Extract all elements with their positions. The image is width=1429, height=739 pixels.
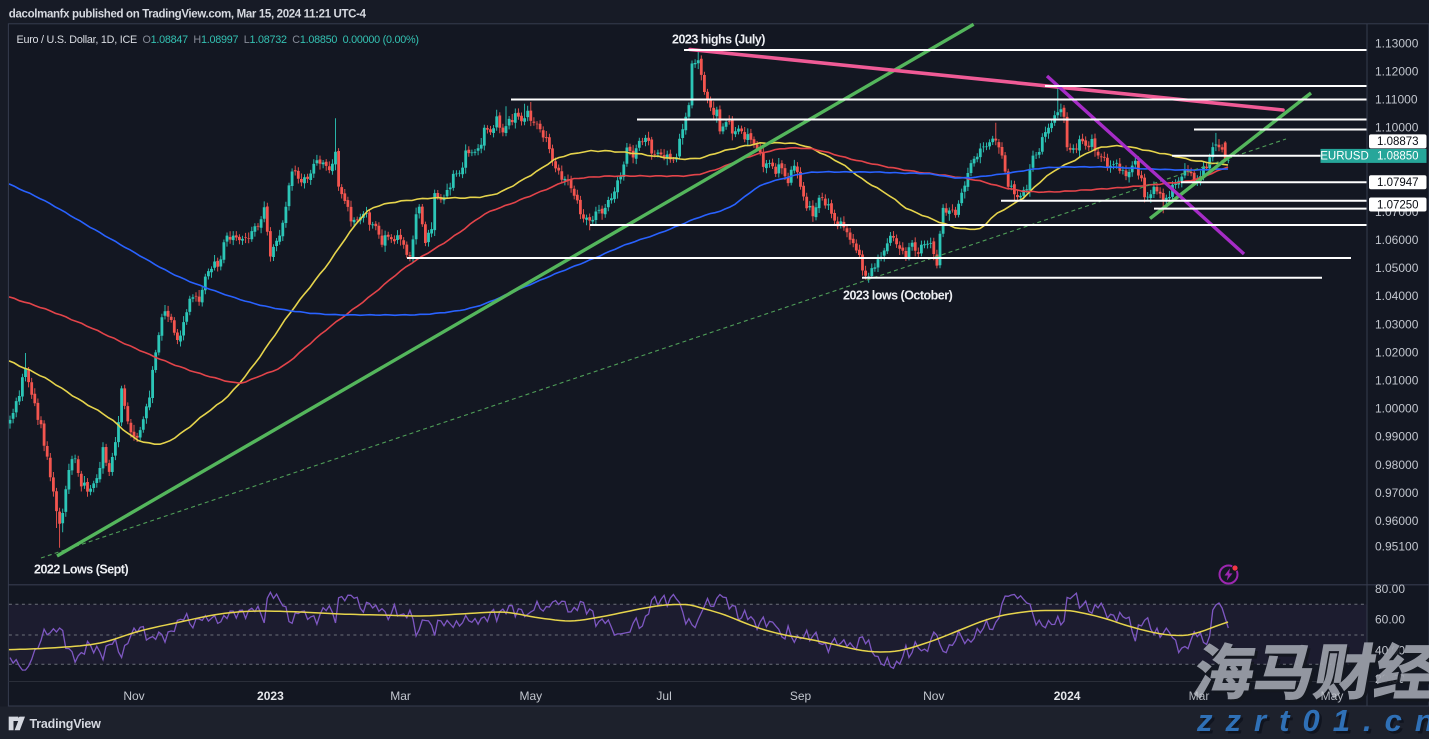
svg-text:0.98000: 0.98000 — [1375, 458, 1419, 472]
svg-text:z z r t 0 1 . c n: z z r t 0 1 . c n — [1199, 706, 1429, 739]
svg-text:2023: 2023 — [257, 689, 284, 703]
svg-text:2024: 2024 — [1054, 689, 1081, 703]
svg-text:60.00: 60.00 — [1375, 613, 1405, 627]
svg-text:2023 highs (July): 2023 highs (July) — [672, 33, 765, 47]
svg-text:2023 lows (October): 2023 lows (October) — [843, 289, 953, 303]
svg-text:1.00000: 1.00000 — [1375, 402, 1419, 416]
svg-text:1.08850: 1.08850 — [1377, 151, 1419, 163]
svg-text:1.03000: 1.03000 — [1375, 317, 1419, 331]
svg-text:1.10000: 1.10000 — [1375, 121, 1419, 135]
svg-text:Euro / U.S. Dollar, 1D, ICE O: Euro / U.S. Dollar, 1D, ICE O1.08847 H1.… — [17, 34, 419, 46]
svg-text:May: May — [519, 689, 542, 703]
svg-text:May: May — [1321, 689, 1344, 703]
svg-text:Mar: Mar — [390, 689, 411, 703]
svg-text:1.11000: 1.11000 — [1375, 93, 1418, 107]
svg-text:1.02000: 1.02000 — [1375, 345, 1419, 359]
svg-text:0.97000: 0.97000 — [1375, 486, 1419, 500]
svg-text:1.12000: 1.12000 — [1375, 64, 1419, 78]
svg-text:1.08873: 1.08873 — [1377, 136, 1419, 148]
svg-text:dacolmanfx published on Tradin: dacolmanfx published on TradingView.com,… — [9, 9, 367, 21]
svg-text:1.01000: 1.01000 — [1375, 374, 1419, 388]
svg-text:z z r t 0 1 . c n: z z r t 0 1 . c n — [1196, 703, 1429, 738]
svg-text:80.00: 80.00 — [1375, 582, 1405, 596]
svg-text:2022 Lows (Sept): 2022 Lows (Sept) — [34, 563, 128, 577]
svg-text:1.13000: 1.13000 — [1375, 36, 1419, 50]
svg-text:1.04000: 1.04000 — [1375, 289, 1419, 303]
svg-text:Sep: Sep — [790, 689, 812, 703]
svg-text:0.96000: 0.96000 — [1375, 514, 1419, 528]
svg-text:TradingView: TradingView — [30, 717, 102, 731]
svg-text:Jul: Jul — [656, 689, 671, 703]
svg-text:1.07947: 1.07947 — [1377, 177, 1419, 189]
svg-text:0.95100: 0.95100 — [1375, 540, 1419, 554]
svg-text:Nov: Nov — [923, 689, 944, 703]
svg-text:0.99000: 0.99000 — [1375, 430, 1419, 444]
svg-text:Mar: Mar — [1189, 689, 1210, 703]
svg-text:Nov: Nov — [123, 689, 144, 703]
svg-text:1.07250: 1.07250 — [1377, 199, 1419, 211]
svg-text:1.05000: 1.05000 — [1375, 261, 1419, 275]
svg-text:1.06000: 1.06000 — [1375, 233, 1419, 247]
svg-text:EURUSD: EURUSD — [1320, 151, 1369, 163]
